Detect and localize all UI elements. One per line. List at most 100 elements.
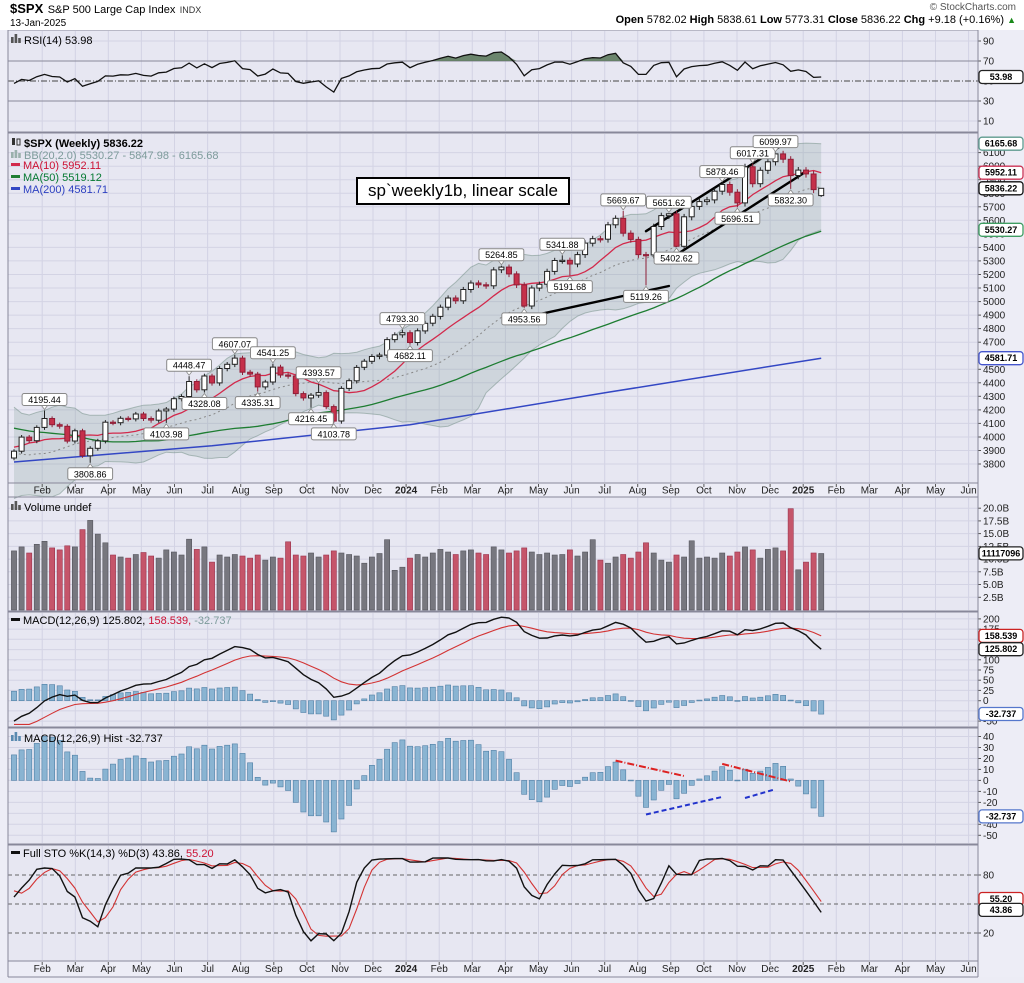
svg-text:10: 10: [983, 765, 995, 776]
svg-text:Oct: Oct: [696, 486, 712, 497]
svg-text:Feb: Feb: [34, 964, 52, 975]
svg-text:-20: -20: [983, 798, 998, 809]
high-label: High: [689, 14, 715, 26]
svg-text:May: May: [926, 964, 945, 975]
symbol-name: S&P 500 Large Cap Index: [47, 4, 176, 16]
svg-text:-40: -40: [983, 820, 998, 831]
svg-text:Jul: Jul: [201, 964, 214, 975]
svg-text:5832.30: 5832.30: [774, 195, 807, 205]
svg-text:Apr: Apr: [895, 486, 911, 497]
svg-text:5100: 5100: [983, 284, 1006, 295]
svg-text:Jun: Jun: [961, 964, 977, 975]
svg-text:-50: -50: [983, 831, 998, 842]
svg-text:25: 25: [983, 686, 995, 697]
svg-text:4100: 4100: [983, 419, 1006, 430]
svg-text:Nov: Nov: [331, 486, 349, 497]
svg-text:0: 0: [983, 696, 989, 707]
svg-text:Jun: Jun: [564, 964, 580, 975]
chart-title-annotation: sp`weekly1b, linear scale: [356, 177, 570, 205]
svg-text:4448.47: 4448.47: [173, 361, 206, 371]
svg-text:Sep: Sep: [662, 486, 680, 497]
low-label: Low: [759, 14, 782, 26]
svg-text:2025: 2025: [792, 486, 815, 497]
symbol-ticker: $SPX: [10, 1, 44, 16]
svg-text:Oct: Oct: [696, 964, 712, 975]
svg-text:Jun: Jun: [166, 486, 182, 497]
close-value: 5836.22: [860, 14, 901, 26]
svg-text:Jun: Jun: [166, 964, 182, 975]
open-label: Open: [615, 14, 644, 26]
svg-text:5952.11: 5952.11: [985, 168, 1017, 178]
chg-value: +9.18 (+0.16%): [928, 14, 1005, 26]
svg-text:17.5B: 17.5B: [983, 516, 1009, 527]
svg-text:4793.30: 4793.30: [386, 314, 419, 324]
svg-text:158.539: 158.539: [985, 631, 1018, 641]
svg-text:15.0B: 15.0B: [983, 529, 1009, 540]
svg-text:Oct: Oct: [299, 486, 315, 497]
svg-text:Nov: Nov: [728, 486, 746, 497]
svg-text:Mar: Mar: [464, 964, 482, 975]
svg-text:50: 50: [983, 676, 995, 687]
svg-text:Sep: Sep: [662, 964, 680, 975]
svg-text:Feb: Feb: [34, 486, 52, 497]
svg-text:Jun: Jun: [961, 486, 977, 497]
svg-text:Apr: Apr: [498, 486, 514, 497]
svg-text:3800: 3800: [983, 460, 1006, 471]
svg-text:Mar: Mar: [861, 964, 879, 975]
svg-text:11117096: 11117096: [982, 548, 1021, 558]
svg-text:5400: 5400: [983, 243, 1006, 254]
svg-text:Mar: Mar: [464, 486, 482, 497]
svg-text:Jul: Jul: [598, 486, 611, 497]
svg-text:Dec: Dec: [364, 486, 382, 497]
svg-text:4195.44: 4195.44: [28, 395, 61, 405]
svg-text:5000: 5000: [983, 297, 1006, 308]
svg-text:Mar: Mar: [67, 964, 85, 975]
svg-text:Feb: Feb: [431, 964, 449, 975]
svg-text:30: 30: [983, 743, 995, 754]
chart-canvas: 9070503010380039004000410042004300440045…: [0, 30, 1024, 978]
svg-text:Jun: Jun: [564, 486, 580, 497]
svg-text:5669.67: 5669.67: [607, 195, 640, 205]
svg-text:53.98: 53.98: [990, 72, 1013, 82]
svg-text:May: May: [529, 964, 548, 975]
svg-text:5119.26: 5119.26: [630, 292, 662, 302]
svg-text:2025: 2025: [792, 964, 815, 975]
svg-text:5300: 5300: [983, 256, 1006, 267]
svg-text:5530.27: 5530.27: [985, 225, 1018, 235]
svg-text:4103.98: 4103.98: [150, 429, 183, 439]
svg-text:6099.97: 6099.97: [759, 137, 792, 147]
svg-text:20: 20: [983, 754, 995, 765]
svg-text:5651.62: 5651.62: [653, 198, 686, 208]
svg-text:4682.11: 4682.11: [394, 351, 426, 361]
symbol-block: $SPX S&P 500 Large Cap Index INDX 13-Jan…: [10, 2, 201, 30]
svg-text:Aug: Aug: [629, 964, 647, 975]
svg-text:Mar: Mar: [861, 486, 879, 497]
svg-text:May: May: [132, 964, 151, 975]
svg-text:200: 200: [983, 614, 1000, 625]
svg-text:Oct: Oct: [299, 964, 315, 975]
svg-text:2024: 2024: [395, 486, 418, 497]
svg-text:Aug: Aug: [232, 964, 250, 975]
svg-text:Apr: Apr: [101, 964, 117, 975]
svg-text:5836.22: 5836.22: [985, 183, 1018, 193]
svg-text:5700: 5700: [983, 202, 1006, 213]
svg-text:5696.51: 5696.51: [721, 214, 754, 224]
svg-text:Mar: Mar: [67, 486, 85, 497]
svg-text:10: 10: [983, 117, 995, 128]
svg-text:43.86: 43.86: [990, 905, 1013, 915]
svg-text:5402.62: 5402.62: [660, 254, 693, 264]
svg-text:5341.88: 5341.88: [546, 240, 579, 250]
svg-text:4300: 4300: [983, 392, 1006, 403]
svg-text:7.5B: 7.5B: [983, 567, 1004, 578]
svg-text:4393.57: 4393.57: [302, 368, 335, 378]
svg-text:75: 75: [983, 666, 995, 677]
open-value: 5782.02: [646, 14, 687, 26]
svg-text:Sep: Sep: [265, 486, 283, 497]
svg-text:5878.46: 5878.46: [706, 167, 739, 177]
svg-text:6100: 6100: [983, 148, 1006, 159]
svg-text:Jul: Jul: [598, 964, 611, 975]
svg-text:4103.78: 4103.78: [318, 429, 351, 439]
svg-text:Apr: Apr: [498, 964, 514, 975]
svg-text:Sep: Sep: [265, 964, 283, 975]
svg-text:4700: 4700: [983, 338, 1006, 349]
